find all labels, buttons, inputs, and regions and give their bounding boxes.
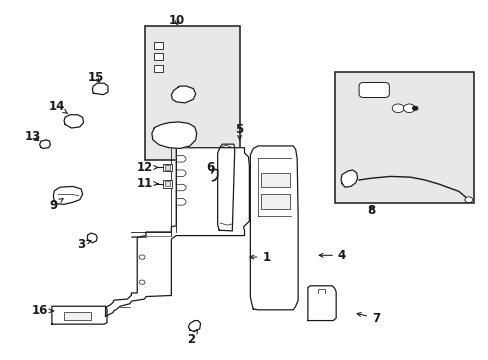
Text: 14: 14 <box>48 100 68 113</box>
Text: 8: 8 <box>366 204 375 217</box>
Bar <box>154 42 163 49</box>
Polygon shape <box>171 86 195 103</box>
Text: 7: 7 <box>356 311 380 325</box>
Bar <box>162 180 172 188</box>
Polygon shape <box>40 140 50 148</box>
Text: 1: 1 <box>249 251 270 264</box>
Bar <box>162 163 172 171</box>
Polygon shape <box>53 186 82 204</box>
Text: 12: 12 <box>136 161 158 174</box>
Bar <box>154 65 163 72</box>
Polygon shape <box>92 83 108 95</box>
Text: 13: 13 <box>24 130 41 144</box>
Bar <box>261 194 290 209</box>
Text: 15: 15 <box>87 71 104 84</box>
Text: 6: 6 <box>206 161 214 174</box>
Text: 10: 10 <box>169 14 185 27</box>
Polygon shape <box>250 146 298 310</box>
Polygon shape <box>105 148 249 316</box>
Text: 5: 5 <box>235 123 243 140</box>
Circle shape <box>139 255 145 259</box>
Polygon shape <box>52 306 107 324</box>
Text: 9: 9 <box>49 199 63 212</box>
Polygon shape <box>87 233 97 243</box>
Circle shape <box>411 106 417 111</box>
Circle shape <box>391 104 403 113</box>
Polygon shape <box>64 115 83 128</box>
Polygon shape <box>340 170 357 187</box>
Text: 3: 3 <box>77 238 91 251</box>
Text: 2: 2 <box>186 330 197 346</box>
Bar <box>164 165 170 170</box>
Circle shape <box>403 104 414 113</box>
Bar <box>64 312 91 320</box>
Bar <box>164 181 170 186</box>
Circle shape <box>139 280 145 284</box>
Circle shape <box>464 197 472 203</box>
Polygon shape <box>307 286 335 320</box>
Bar <box>144 26 239 160</box>
Polygon shape <box>152 122 196 148</box>
Polygon shape <box>188 320 200 331</box>
Polygon shape <box>217 144 234 231</box>
Text: 16: 16 <box>31 305 53 318</box>
Text: 11: 11 <box>136 177 158 190</box>
Bar <box>334 72 473 203</box>
Bar <box>261 173 290 187</box>
Bar <box>154 53 163 60</box>
FancyBboxPatch shape <box>358 82 388 98</box>
Text: 4: 4 <box>319 249 346 262</box>
